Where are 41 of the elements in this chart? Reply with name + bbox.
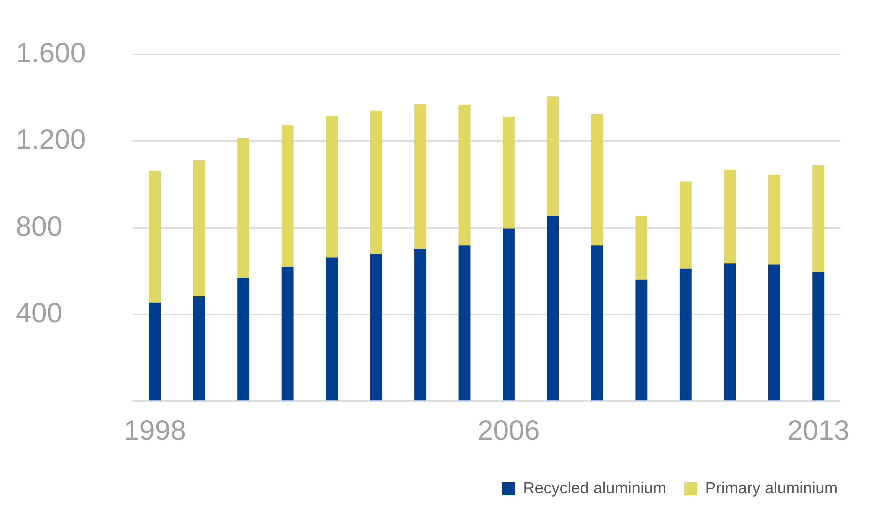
x-tick-label: 2006 (478, 414, 540, 446)
bar (149, 171, 162, 303)
bar (547, 216, 560, 401)
bar (282, 267, 294, 401)
bar (680, 182, 692, 269)
bar (238, 138, 250, 278)
bar (326, 258, 338, 401)
x-tick-label: 2013 (787, 414, 850, 446)
bar (768, 175, 780, 265)
bar (282, 126, 294, 268)
y-tick-label: 1.200 (16, 124, 86, 156)
bar (636, 216, 648, 280)
bar (503, 228, 515, 401)
legend-label: Recycled aluminium (523, 480, 667, 498)
bar (238, 278, 250, 401)
bar (193, 296, 206, 401)
bar (724, 264, 736, 401)
bar (768, 264, 780, 401)
bar (591, 246, 604, 401)
bar (193, 160, 206, 297)
bar (370, 110, 382, 254)
bar (636, 280, 648, 401)
bar (547, 96, 560, 216)
bar (812, 165, 825, 272)
bar (591, 114, 604, 246)
bar (414, 249, 426, 401)
bar (812, 272, 825, 401)
bar (458, 246, 471, 401)
y-tick-label: 400 (16, 297, 63, 328)
bar (724, 170, 736, 264)
y-tick-label: 1.600 (16, 38, 86, 69)
bar (680, 268, 692, 401)
bar (149, 302, 162, 401)
bar (414, 104, 426, 250)
x-tick-label: 1998 (124, 414, 186, 446)
bar (503, 116, 515, 229)
y-tick-label: 800 (16, 210, 63, 242)
legend-label: Primary aluminium (706, 480, 838, 498)
bar (458, 105, 471, 246)
bar (326, 116, 338, 258)
bar (370, 254, 382, 401)
